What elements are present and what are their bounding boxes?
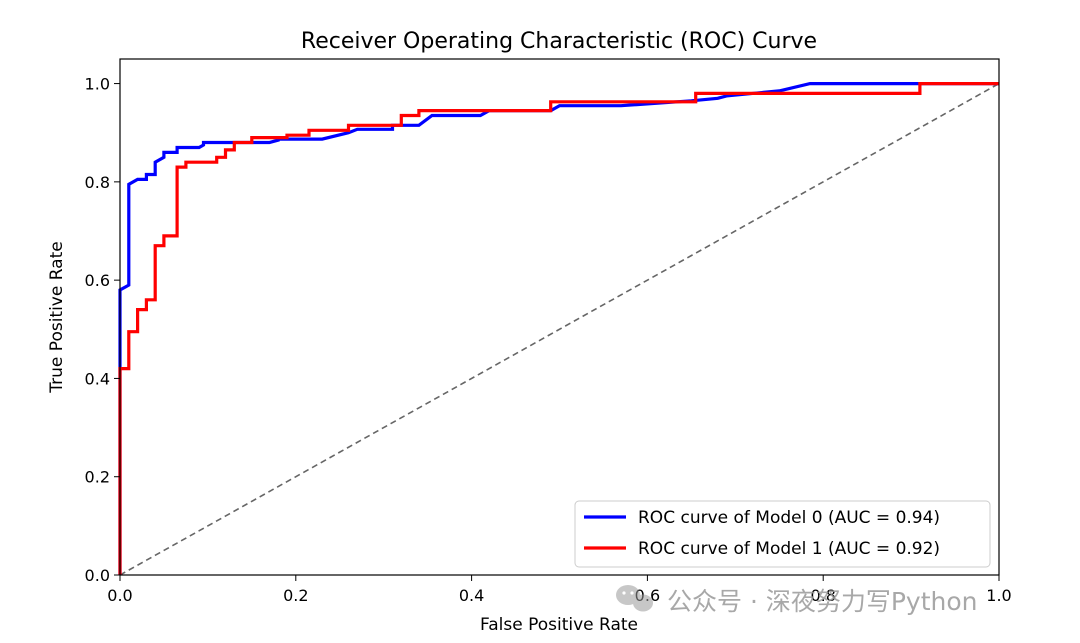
y-tick-label: 0.0 (85, 566, 110, 585)
legend-label-model-0: ROC curve of Model 0 (AUC = 0.94) (638, 508, 940, 528)
y-tick-label: 0.2 (85, 468, 110, 487)
chance-reference-line (119, 82, 1000, 576)
x-tick-label: 0.2 (283, 586, 308, 605)
watermark-text: 公众号 · 深夜努力写Python (667, 587, 978, 616)
y-tick-label: 0.8 (85, 173, 110, 192)
legend: ROC curve of Model 0 (AUC = 0.94) ROC cu… (574, 500, 991, 568)
wechat-icon (616, 585, 653, 612)
x-tick-label: 0.0 (107, 586, 132, 605)
y-axis-label: True Positive Rate (47, 241, 67, 393)
x-tick-label: 0.4 (459, 586, 484, 605)
plot-area (120, 59, 999, 575)
y-tick-label: 0.4 (85, 369, 110, 388)
roc-curve-model-1 (118, 81, 999, 575)
x-tick-label: 0.8 (810, 586, 835, 605)
y-tick-label: 1.0 (85, 75, 110, 94)
series-layer (118, 81, 1000, 576)
chart-title: Receiver Operating Characteristic (ROC) … (301, 29, 817, 54)
x-tick-label: 1.0 (986, 586, 1011, 605)
x-axis-ticks: 0.00.20.40.60.81.0 (107, 575, 1012, 605)
legend-label-model-1: ROC curve of Model 1 (AUC = 0.92) (638, 539, 940, 559)
watermark: 公众号 · 深夜努力写Python (616, 585, 978, 616)
x-axis-label: False Positive Rate (480, 615, 638, 635)
roc-curve-model-0 (118, 81, 999, 575)
y-axis-ticks: 0.0 0.2 0.4 0.6 0.8 1.0 (85, 75, 120, 585)
plot-frame (119, 58, 1000, 576)
y-tick-label: 0.6 (85, 271, 110, 290)
legend-box (574, 500, 991, 568)
